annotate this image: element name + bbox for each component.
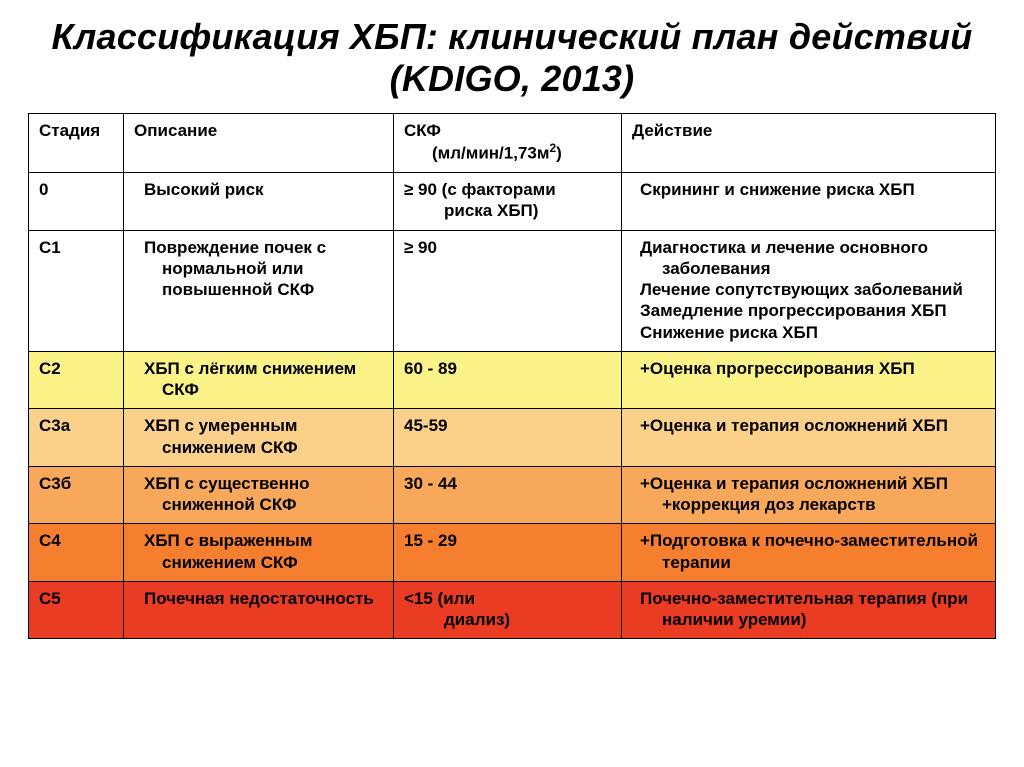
action-cell: +Подготовка к почечно-заместительной тер… [622, 524, 996, 582]
gfr-value: 15 - 29 [404, 530, 613, 551]
gfr-cell: ≥ 90 (с факторамириска ХБП) [394, 173, 622, 231]
stage-cell: С2 [29, 351, 124, 409]
page-title: Классификация ХБП: клинический план дейс… [28, 16, 996, 101]
col-header-gfr: СКФ (мл/мин/1,73м2) [394, 113, 622, 172]
gfr-header-line1: СКФ [404, 121, 441, 140]
description-text: Повреждение почек с нормальной или повыш… [134, 237, 385, 301]
action-cell: +Оценка и терапия осложнений ХБП [622, 409, 996, 467]
action-cell: +Оценка и терапия осложнений ХБП +коррек… [622, 466, 996, 524]
action-line: Лечение сопутствующих заболеваний [632, 279, 987, 300]
action-line: Скрининг и снижение риска ХБП [632, 179, 987, 200]
table-row: С3аХБП с умеренным снижением СКФ 45-59 +Оц… [29, 409, 996, 467]
table-row: С2ХБП с лёгким снижением СКФ 60 - 89 +Оцен… [29, 351, 996, 409]
description-cell: ХБП с существенно сниженной СКФ [124, 466, 394, 524]
description-text: Высокий риск [134, 179, 385, 200]
slide: Классификация ХБП: клинический план дейс… [0, 0, 1024, 767]
table-row: 0 Высокий риск ≥ 90 (с факторамириска ХБП)… [29, 173, 996, 231]
gfr-value: 30 - 44 [404, 473, 613, 494]
action-cell: Скрининг и снижение риска ХБП [622, 173, 996, 231]
table-row: С1Повреждение почек с нормальной или пов… [29, 230, 996, 351]
description-text: ХБП с выраженным снижением СКФ [134, 530, 385, 573]
table-row: С4ХБП с выраженным снижением СКФ 15 - 29 +… [29, 524, 996, 582]
description-cell: ХБП с выраженным снижением СКФ [124, 524, 394, 582]
stage-cell: С4 [29, 524, 124, 582]
gfr-cell: <15 (илидиализ) [394, 581, 622, 639]
description-cell: Почечная недостаточность [124, 581, 394, 639]
gfr-header-close: ) [556, 144, 562, 163]
table-row: С5 Почечная недостаточность <15 (илидиализ… [29, 581, 996, 639]
description-cell: Повреждение почек с нормальной или повыш… [124, 230, 394, 351]
description-cell: Высокий риск [124, 173, 394, 231]
gfr-cell: 30 - 44 [394, 466, 622, 524]
stage-cell: 0 [29, 173, 124, 231]
table-header-row: Стадия Описание СКФ (мл/мин/1,73м2) Дейс… [29, 113, 996, 172]
description-text: Почечная недостаточность [134, 588, 385, 609]
gfr-value: 60 - 89 [404, 358, 613, 379]
action-line: +Оценка прогрессирования ХБП [632, 358, 987, 379]
col-header-stage: Стадия [29, 113, 124, 172]
action-line: Замедление прогрессирования ХБП [632, 300, 987, 321]
action-line: +Оценка и терапия осложнений ХБП +коррек… [632, 473, 987, 516]
action-line: Почечно-заместительная терапия (при нали… [632, 588, 987, 631]
gfr-cell: 45-59 [394, 409, 622, 467]
gfr-header-units-text: (мл/мин/1,73м [432, 144, 549, 163]
table-body: 0 Высокий риск ≥ 90 (с факторамириска ХБП)… [29, 173, 996, 639]
action-line: +Подготовка к почечно-заместительной тер… [632, 530, 987, 573]
table-row: С3бХБП с существенно сниженной СКФ 30 - 4… [29, 466, 996, 524]
description-cell: ХБП с умеренным снижением СКФ [124, 409, 394, 467]
gfr-value-line2: риска ХБП) [404, 200, 613, 221]
gfr-cell: ≥ 90 [394, 230, 622, 351]
gfr-cell: 60 - 89 [394, 351, 622, 409]
gfr-value: <15 (или [404, 588, 613, 609]
action-line: Снижение риска ХБП [632, 322, 987, 343]
stage-cell: С1 [29, 230, 124, 351]
action-cell: Почечно-заместительная терапия (при нали… [622, 581, 996, 639]
description-cell: ХБП с лёгким снижением СКФ [124, 351, 394, 409]
col-header-description: Описание [124, 113, 394, 172]
gfr-value: ≥ 90 (с факторами [404, 179, 613, 200]
action-line: Диагностика и лечение основного заболева… [632, 237, 987, 280]
gfr-value: 45-59 [404, 415, 613, 436]
gfr-header-units: (мл/мин/1,73м2) [404, 141, 613, 164]
action-line: +Оценка и терапия осложнений ХБП [632, 415, 987, 436]
gfr-value-line2: диализ) [404, 609, 613, 630]
gfr-cell: 15 - 29 [394, 524, 622, 582]
stage-cell: С3а [29, 409, 124, 467]
gfr-value: ≥ 90 [404, 237, 613, 258]
description-text: ХБП с существенно сниженной СКФ [134, 473, 385, 516]
action-cell: Диагностика и лечение основного заболева… [622, 230, 996, 351]
description-text: ХБП с умеренным снижением СКФ [134, 415, 385, 458]
stage-cell: С3б [29, 466, 124, 524]
action-cell: +Оценка прогрессирования ХБП [622, 351, 996, 409]
description-text: ХБП с лёгким снижением СКФ [134, 358, 385, 401]
stage-cell: С5 [29, 581, 124, 639]
col-header-action: Действие [622, 113, 996, 172]
ckd-classification-table: Стадия Описание СКФ (мл/мин/1,73м2) Дейс… [28, 113, 996, 639]
